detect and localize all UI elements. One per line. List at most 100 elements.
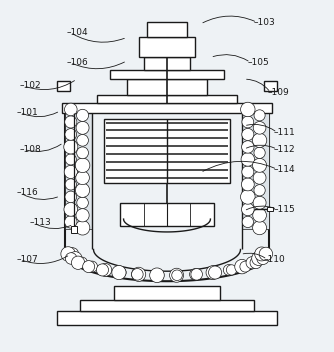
Circle shape (240, 102, 255, 117)
Bar (139, 37, 195, 57)
Circle shape (242, 216, 254, 227)
Circle shape (99, 263, 112, 276)
Circle shape (97, 264, 109, 276)
Circle shape (64, 216, 77, 228)
Circle shape (65, 191, 76, 203)
Circle shape (191, 269, 202, 280)
Circle shape (172, 270, 182, 281)
Circle shape (75, 183, 90, 197)
Text: –106: –106 (67, 58, 89, 67)
Circle shape (65, 128, 77, 140)
Circle shape (64, 202, 78, 216)
Text: –110: –110 (264, 255, 286, 264)
Circle shape (254, 147, 265, 158)
Bar (264, 81, 277, 91)
Bar (57, 311, 277, 325)
Circle shape (65, 154, 76, 165)
Circle shape (75, 220, 90, 235)
Circle shape (64, 103, 77, 116)
Circle shape (246, 257, 258, 269)
Text: –112: –112 (274, 145, 296, 154)
Text: –111: –111 (274, 128, 296, 137)
Text: –105: –105 (247, 58, 269, 67)
Circle shape (77, 147, 89, 159)
Circle shape (76, 121, 89, 134)
Circle shape (87, 261, 98, 272)
Circle shape (66, 248, 78, 260)
Circle shape (242, 166, 254, 178)
Bar (114, 286, 220, 300)
Bar (71, 226, 77, 233)
Bar (104, 119, 230, 183)
Bar (120, 203, 214, 226)
Bar (110, 70, 224, 79)
Circle shape (257, 252, 269, 265)
Circle shape (64, 140, 78, 154)
Circle shape (208, 266, 221, 279)
Text: –108: –108 (20, 145, 42, 154)
Circle shape (240, 190, 255, 204)
Circle shape (76, 209, 89, 222)
Circle shape (241, 153, 255, 166)
Circle shape (240, 261, 251, 272)
Circle shape (235, 259, 249, 274)
Text: –109: –109 (267, 88, 289, 97)
Circle shape (75, 158, 90, 172)
Circle shape (253, 171, 266, 184)
Circle shape (253, 121, 266, 134)
Circle shape (253, 158, 267, 172)
Bar (144, 57, 190, 70)
Circle shape (253, 196, 266, 209)
Text: –115: –115 (274, 205, 296, 214)
Circle shape (82, 260, 95, 272)
Circle shape (242, 116, 254, 128)
Bar (80, 300, 254, 311)
Text: –107: –107 (17, 255, 38, 264)
Circle shape (250, 257, 262, 269)
Circle shape (252, 251, 266, 265)
Circle shape (65, 179, 76, 190)
Circle shape (132, 269, 143, 280)
Bar (242, 113, 269, 230)
Circle shape (76, 171, 90, 184)
Circle shape (253, 221, 267, 235)
Circle shape (226, 265, 237, 275)
Bar (97, 95, 237, 103)
Circle shape (151, 269, 164, 282)
Circle shape (241, 141, 254, 153)
Text: –101: –101 (17, 108, 38, 117)
Circle shape (132, 267, 146, 282)
Circle shape (254, 185, 265, 196)
Circle shape (65, 253, 77, 264)
Text: –102: –102 (20, 81, 42, 90)
Circle shape (241, 178, 254, 191)
Bar (147, 22, 187, 37)
Circle shape (206, 265, 220, 279)
Circle shape (253, 133, 267, 147)
Circle shape (77, 134, 89, 146)
Bar (127, 79, 207, 95)
Bar (62, 103, 272, 113)
Circle shape (253, 208, 267, 222)
Circle shape (223, 265, 234, 275)
Circle shape (71, 256, 85, 269)
Circle shape (242, 128, 254, 140)
Circle shape (190, 269, 201, 280)
Bar (57, 81, 70, 91)
Circle shape (64, 165, 77, 178)
Circle shape (77, 197, 89, 209)
Circle shape (68, 252, 82, 265)
Text: –103: –103 (254, 18, 276, 27)
Text: –116: –116 (17, 188, 38, 197)
Text: –113: –113 (30, 218, 52, 227)
Circle shape (76, 109, 89, 121)
Circle shape (241, 203, 254, 216)
Bar (267, 207, 273, 212)
Circle shape (65, 116, 77, 128)
Text: –114: –114 (274, 165, 296, 174)
Circle shape (255, 247, 269, 261)
Bar (65, 113, 92, 230)
Circle shape (61, 247, 75, 261)
Circle shape (116, 268, 126, 278)
Text: –104: –104 (67, 28, 89, 37)
